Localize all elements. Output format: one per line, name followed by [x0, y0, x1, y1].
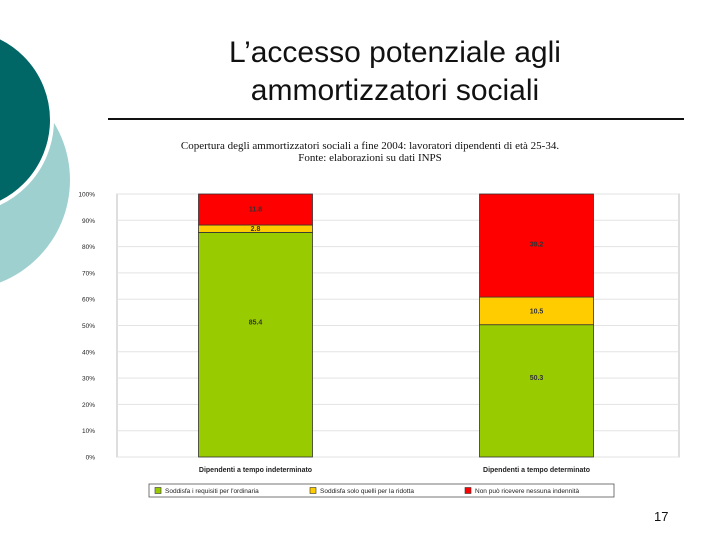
- legend-label: Soddisfa solo quelli per la ridotta: [320, 488, 414, 495]
- x-tick-label: Dipendenti a tempo determinato: [483, 467, 590, 474]
- data-label: 2.8: [251, 226, 261, 233]
- chart-title: Copertura degli ammortizzatori sociali a…: [100, 140, 640, 164]
- chart-title-line-1: Copertura degli ammortizzatori sociali a…: [180, 140, 560, 152]
- title-divider: [108, 118, 684, 120]
- legend-label: Non può ricevere nessuna indennità: [475, 488, 579, 495]
- y-tick-label: 10%: [82, 428, 95, 435]
- y-tick-label: 60%: [82, 297, 95, 304]
- deco-dark-circle: [0, 34, 54, 206]
- x-tick-label: Dipendenti a tempo indeterminato: [199, 467, 312, 474]
- chart-title-line-2: Fonte: elaborazioni su dati INPS: [298, 152, 442, 164]
- legend-swatch: [464, 487, 472, 494]
- data-label: 85.4: [249, 320, 263, 327]
- stacked-bar-chart: 0% 10% 20% 30% 40% 50% 60% 70% 80% 90% 100% 85.4 2.8…: [78, 192, 680, 498]
- legend-swatch: [154, 487, 162, 494]
- y-tick-label: 70%: [82, 270, 95, 277]
- y-tick-label: 100%: [78, 192, 95, 199]
- y-tick-label: 20%: [82, 402, 95, 409]
- bar-segment: [479, 193, 594, 298]
- page-number: 17: [654, 509, 669, 524]
- slide-title-line-1: L’accesso potenziale agli: [229, 36, 561, 69]
- legend-box: [148, 483, 615, 498]
- slide-title: L’accesso potenziale agli ammortizzatori…: [140, 34, 650, 110]
- data-label: 39.2: [530, 242, 544, 249]
- y-tick-label: 80%: [82, 244, 95, 251]
- bar-segment: [198, 193, 313, 226]
- decorative-circles: [0, 34, 70, 283]
- legend-label: Soddisfa i requisiti per l'ordinaria: [165, 488, 259, 495]
- data-label: 50.3: [530, 375, 544, 382]
- data-label: 10.5: [530, 308, 544, 315]
- bar-segment: [198, 231, 313, 458]
- legend-swatch: [309, 487, 317, 494]
- data-label: 11.8: [249, 207, 262, 214]
- y-tick-label: 0%: [86, 455, 96, 462]
- y-tick-label: 50%: [82, 323, 95, 330]
- y-tick-label: 90%: [82, 218, 95, 225]
- bar-segment: [479, 324, 594, 458]
- slide-title-line-2: ammortizzatori sociali: [250, 74, 540, 107]
- y-tick-label: 40%: [82, 349, 95, 356]
- y-tick-label: 30%: [82, 376, 95, 383]
